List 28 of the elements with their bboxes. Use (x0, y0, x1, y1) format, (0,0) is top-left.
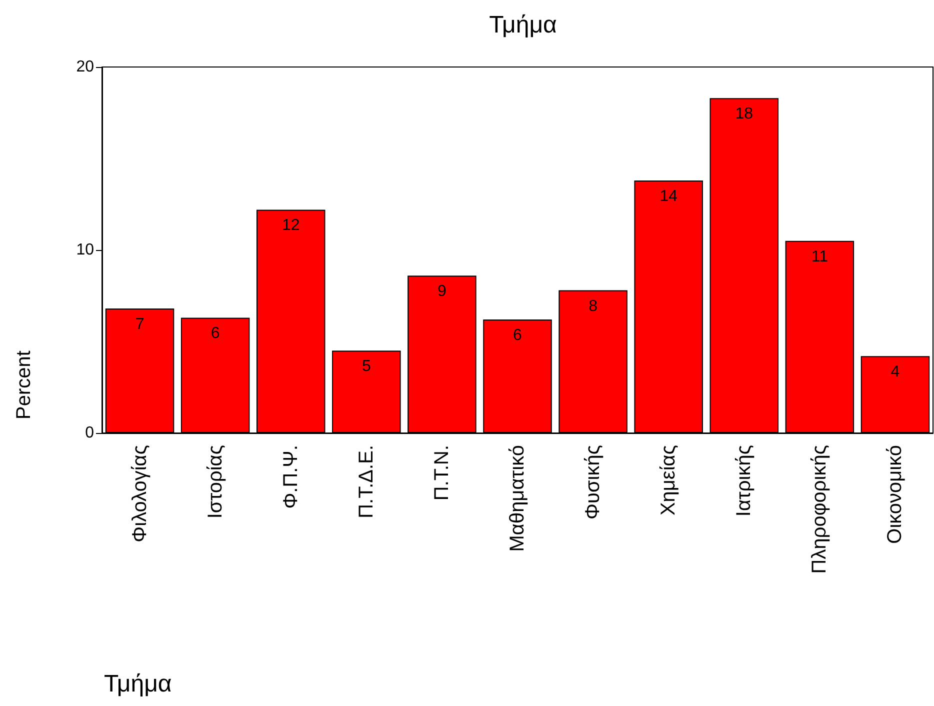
x-tick-label: Οικονομικό (884, 445, 906, 544)
data-label: 18 (735, 106, 754, 123)
data-label: 14 (660, 188, 678, 205)
x-tick-label: Π.Τ.Δ.Ε. (355, 445, 378, 518)
data-label: 5 (362, 358, 371, 376)
data-label: 7 (135, 316, 144, 334)
x-tick-label: Μαθηματικό (506, 445, 528, 552)
x-tick-label: Φ.Π.Ψ. (280, 445, 302, 509)
data-label: 12 (282, 217, 300, 234)
data-label: 8 (588, 298, 598, 315)
chart-title: Τμήμα (489, 12, 558, 38)
data-label: 4 (890, 364, 900, 381)
data-label: 6 (513, 327, 522, 344)
x-tick-label: Χημείας (658, 444, 680, 516)
data-label: 6 (210, 325, 220, 342)
y-axis-title: Percent (13, 350, 35, 420)
data-label: 9 (438, 283, 446, 300)
x-axis-title: Τμήμα (104, 670, 172, 698)
data-label: 11 (811, 248, 828, 266)
y-tick-label: 0 (85, 424, 94, 442)
x-tick-label: Π.Τ.Ν. (430, 445, 453, 501)
x-tick-label: Πληροφορικής (808, 444, 831, 574)
y-tick-label: 20 (76, 58, 94, 76)
x-tick-label: Ιατρικής (733, 444, 756, 517)
x-tick-label: Φυσικής (582, 444, 604, 520)
x-tick-label: Ιστορίας (204, 444, 226, 519)
x-tick-label: Φιλολογίας (128, 444, 151, 542)
y-tick-label: 10 (76, 242, 94, 258)
